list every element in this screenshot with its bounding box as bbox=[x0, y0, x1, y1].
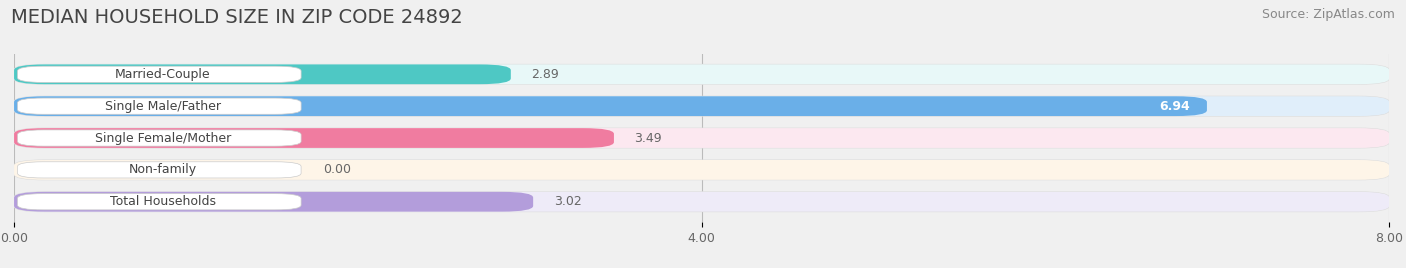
FancyBboxPatch shape bbox=[17, 130, 301, 146]
FancyBboxPatch shape bbox=[17, 66, 301, 82]
FancyBboxPatch shape bbox=[17, 194, 301, 210]
Text: 3.02: 3.02 bbox=[554, 195, 582, 208]
FancyBboxPatch shape bbox=[14, 192, 533, 212]
FancyBboxPatch shape bbox=[14, 64, 1389, 84]
FancyBboxPatch shape bbox=[14, 192, 1389, 212]
FancyBboxPatch shape bbox=[14, 160, 1389, 180]
Text: 3.49: 3.49 bbox=[634, 132, 662, 144]
FancyBboxPatch shape bbox=[17, 98, 301, 114]
FancyBboxPatch shape bbox=[14, 96, 1389, 116]
FancyBboxPatch shape bbox=[14, 64, 510, 84]
Text: Single Female/Mother: Single Female/Mother bbox=[94, 132, 231, 144]
Text: MEDIAN HOUSEHOLD SIZE IN ZIP CODE 24892: MEDIAN HOUSEHOLD SIZE IN ZIP CODE 24892 bbox=[11, 8, 463, 27]
FancyBboxPatch shape bbox=[14, 128, 1389, 148]
FancyBboxPatch shape bbox=[17, 162, 301, 178]
Text: Single Male/Father: Single Male/Father bbox=[104, 100, 221, 113]
FancyBboxPatch shape bbox=[14, 64, 1389, 84]
Text: Source: ZipAtlas.com: Source: ZipAtlas.com bbox=[1261, 8, 1395, 21]
FancyBboxPatch shape bbox=[14, 128, 614, 148]
FancyBboxPatch shape bbox=[14, 160, 1389, 180]
Text: 0.00: 0.00 bbox=[323, 163, 352, 176]
Text: 2.89: 2.89 bbox=[531, 68, 560, 81]
FancyBboxPatch shape bbox=[14, 96, 1206, 116]
Text: Non-family: Non-family bbox=[129, 163, 197, 176]
FancyBboxPatch shape bbox=[14, 96, 1389, 116]
Text: 6.94: 6.94 bbox=[1159, 100, 1189, 113]
FancyBboxPatch shape bbox=[14, 128, 1389, 148]
FancyBboxPatch shape bbox=[14, 192, 1389, 212]
Text: Total Households: Total Households bbox=[110, 195, 215, 208]
Text: Married-Couple: Married-Couple bbox=[115, 68, 211, 81]
